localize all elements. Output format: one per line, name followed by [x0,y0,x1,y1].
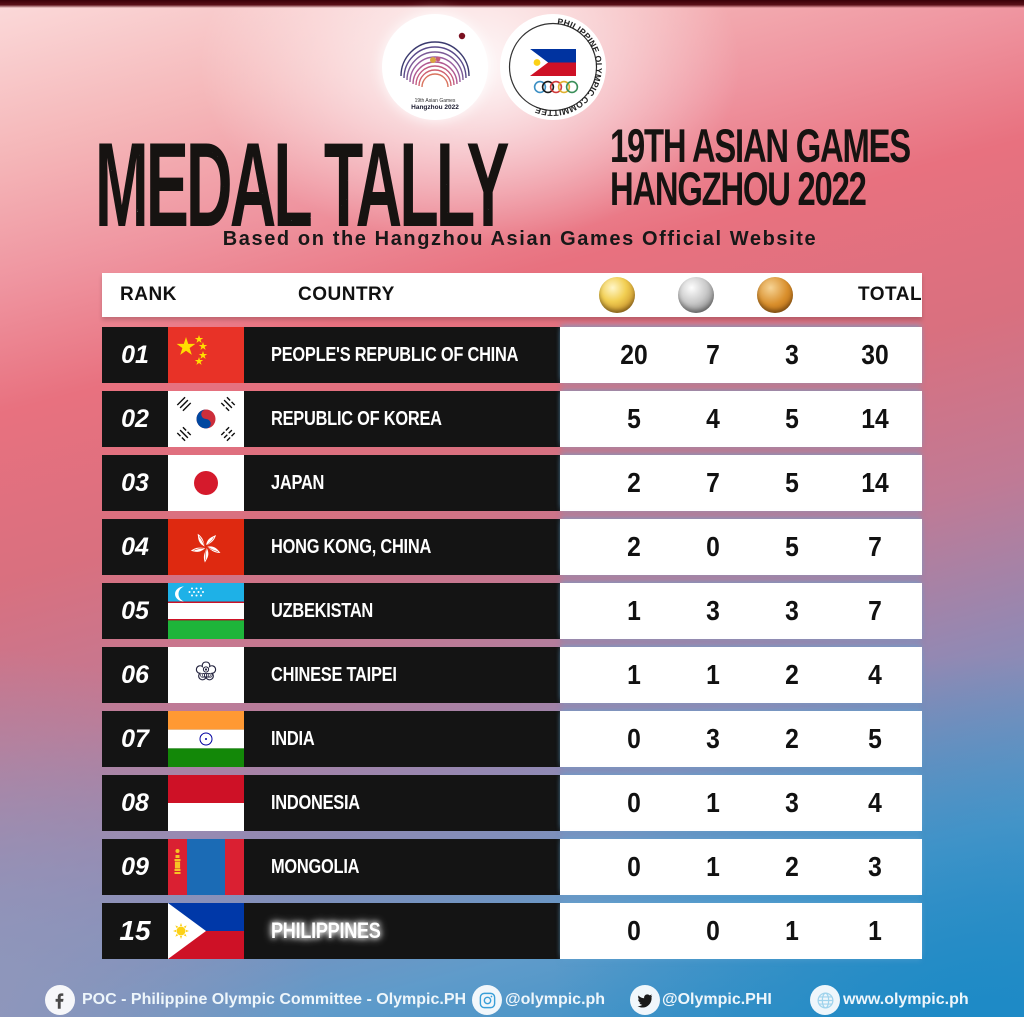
svg-text:Hangzhou 2022: Hangzhou 2022 [411,104,459,111]
